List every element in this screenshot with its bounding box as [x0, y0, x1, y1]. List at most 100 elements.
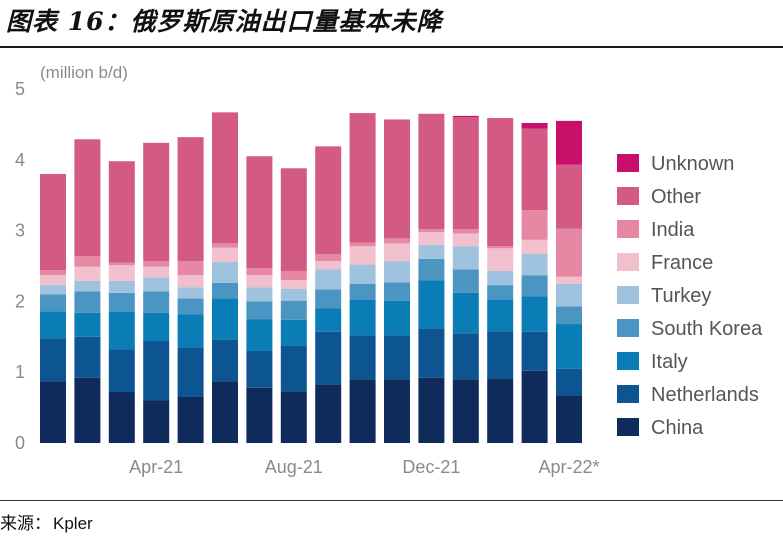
bar-segment: Other Jul-21: 1.58 — [246, 156, 273, 269]
bar-segment: South Korea Aug-21: 0.27 — [280, 300, 307, 320]
legend-label: South Korea — [651, 318, 763, 340]
legend-label: Italy — [651, 351, 688, 373]
bar-segment: India Jan-21: 0.07 — [40, 270, 66, 276]
bar-segment: Netherlands Sep-21: 0.74 — [315, 331, 342, 385]
bar-segment: Other Dec-21: 1.63 — [418, 113, 445, 230]
bar-segment: India May-21: 0.2 — [177, 261, 204, 276]
bar-segment: Turkey Feb-22: 0.2 — [487, 270, 514, 286]
bar-segment: Netherlands Mar-22: 0.55 — [521, 331, 548, 371]
bar-segment: France Jan-21: 0.14 — [40, 275, 66, 286]
bar-segment: South Korea May-21: 0.22 — [177, 298, 204, 315]
bar-segment: France Oct-21: 0.26 — [349, 246, 376, 265]
bar-segment: Italy Sep-21: 0.33 — [315, 308, 342, 332]
bar-stack: China Mar-22: 1.02Netherlands Mar-22: 0.… — [521, 122, 548, 443]
bar-segment: Italy Apr-21: 0.4 — [143, 312, 170, 342]
bar-segment: Other Jan-21: 1.36 — [40, 173, 66, 271]
bar-segment: Italy Jun-21: 0.58 — [212, 298, 238, 340]
bar-segment: Turkey Oct-21: 0.27 — [349, 264, 376, 284]
bar-segment: South Korea Mar-22: 0.3 — [521, 275, 548, 297]
legend-item: China — [617, 417, 704, 439]
y-tick-label: 1 — [15, 362, 25, 382]
legend-item: Netherlands — [617, 384, 759, 406]
bar-segment: Other Aug-21: 1.45 — [280, 168, 307, 271]
bar-segment: India Feb-21: 0.15 — [74, 256, 101, 267]
bar-segment: China Jun-21: 0.87 — [212, 381, 238, 443]
source-value: Kpler — [53, 514, 93, 533]
bar-segment: Netherlands Nov-21: 0.62 — [384, 335, 410, 380]
legend-item: South Korea — [617, 318, 763, 340]
bar-stack: China Feb-22: 0.91Netherlands Feb-22: 0.… — [487, 118, 514, 443]
bar-segment: China Feb-21: 0.92 — [74, 377, 101, 443]
bar-segment: France Aug-21: 0.12 — [280, 280, 307, 289]
bar-segment: India Apr-22*: 0.68 — [556, 228, 582, 277]
legend-swatch — [617, 154, 639, 172]
bar-segment: South Korea Mar-21: 0.27 — [108, 292, 135, 313]
bar-segment: South Korea Jan-22: 0.33 — [452, 269, 479, 293]
bar-segment: India Nov-21: 0.07 — [384, 238, 410, 244]
bar-segment: South Korea Oct-21: 0.23 — [349, 283, 376, 300]
bar-segment: Italy Jul-21: 0.45 — [246, 319, 273, 351]
legend-swatch — [617, 286, 639, 304]
bar-segment: India Feb-22: 0.03 — [487, 246, 514, 249]
x-tick-label: Apr-22* — [538, 457, 599, 477]
legend-item: Italy — [617, 351, 688, 373]
legend-item: France — [617, 252, 713, 274]
bar-segment: France Jul-21: 0.17 — [246, 275, 273, 288]
bar-segment: Other Feb-21: 1.65 — [74, 139, 101, 257]
bar-segment: Turkey Apr-22*: 0.32 — [556, 283, 582, 307]
bar-segment: South Korea Dec-21: 0.3 — [418, 258, 445, 281]
bar-segment: Turkey Aug-21: 0.17 — [280, 288, 307, 301]
y-axis-label: (million b/d) — [40, 63, 128, 82]
legend-swatch — [617, 220, 639, 238]
bar-segment: Netherlands Feb-22: 0.67 — [487, 331, 514, 379]
bar-segment: South Korea Jan-21: 0.24 — [40, 294, 66, 312]
bar-stack: China Nov-21: 0.9Netherlands Nov-21: 0.6… — [384, 119, 410, 443]
bar-segment: France Mar-22: 0.2 — [521, 239, 548, 254]
bar-segment: France Apr-22*: 0.1 — [556, 276, 582, 284]
legend: Unknown Other India France Turkey South Korea… — [617, 153, 763, 439]
bar-segment: France Sep-21: 0.12 — [315, 261, 342, 270]
bar-segment: China Apr-21: 0.6 — [143, 400, 170, 443]
bar-segment: Other Sep-21: 1.52 — [315, 146, 342, 254]
bar-segment: Italy Dec-21: 0.68 — [418, 280, 445, 329]
bar-segment: India Jan-22: 0.06 — [452, 229, 479, 234]
bar-segment: Turkey Mar-21: 0.17 — [108, 280, 135, 293]
bar-segment: South Korea Jul-21: 0.25 — [246, 301, 273, 320]
bar-segment: France Feb-21: 0.2 — [74, 266, 101, 281]
bar-segment: Netherlands Jul-21: 0.52 — [246, 350, 273, 388]
bar-segment: Italy Mar-21: 0.53 — [108, 312, 135, 350]
bar-segment: Other Apr-21: 1.67 — [143, 142, 170, 262]
bar-segment: Italy Nov-21: 0.49 — [384, 300, 410, 336]
bar-segment: China Feb-22: 0.91 — [487, 378, 514, 443]
bar-segment: South Korea Feb-21: 0.3 — [74, 291, 101, 313]
bar-segment: Netherlands Mar-21: 0.6 — [108, 349, 135, 393]
bar-segment: Turkey Dec-21: 0.2 — [418, 244, 445, 259]
bar-stack: China Apr-22*: 0.67Netherlands Apr-22*: … — [556, 120, 582, 443]
bar-segment: Netherlands Oct-21: 0.62 — [349, 335, 376, 380]
y-tick-label: 5 — [15, 79, 25, 99]
bar-segment: Other Nov-21: 1.68 — [384, 119, 410, 239]
bar-segment: France May-21: 0.17 — [177, 275, 204, 288]
bar-stack: China Apr-21: 0.6Netherlands Apr-21: 0.8… — [143, 142, 170, 443]
title-divider — [0, 46, 783, 48]
bar-segment: Turkey Apr-21: 0.2 — [143, 277, 170, 292]
bar-segment: China Dec-21: 0.92 — [418, 377, 445, 443]
bar-segment: Netherlands May-21: 0.7 — [177, 347, 204, 397]
y-tick-label: 0 — [15, 433, 25, 453]
bar-segment: Italy Jan-22: 0.57 — [452, 292, 479, 334]
bar-segment: France Feb-22: 0.32 — [487, 248, 514, 271]
bar-segment: India Mar-22: 0.42 — [521, 210, 548, 240]
bar-segment: China Mar-22: 1.02 — [521, 370, 548, 443]
bar-segment: South Korea Apr-21: 0.3 — [143, 291, 170, 313]
bar-segment: Italy May-21: 0.47 — [177, 314, 204, 348]
bar-segment: China May-21: 0.65 — [177, 396, 204, 443]
legend-item: Other — [617, 186, 701, 208]
bar-segment: Other Jan-22: 1.58 — [452, 117, 479, 230]
bar-segment: Other Oct-21: 1.83 — [349, 113, 376, 243]
legend-label: China — [651, 417, 704, 439]
bar-stack: China Jan-21: 0.87Netherlands Jan-21: 0.… — [40, 173, 66, 443]
bar-segment: Netherlands Jun-21: 0.59 — [212, 339, 238, 382]
bar-stack: China Aug-21: 0.73Netherlands Aug-21: 0.… — [280, 168, 307, 443]
bar-segment: Netherlands Apr-22*: 0.38 — [556, 368, 582, 396]
